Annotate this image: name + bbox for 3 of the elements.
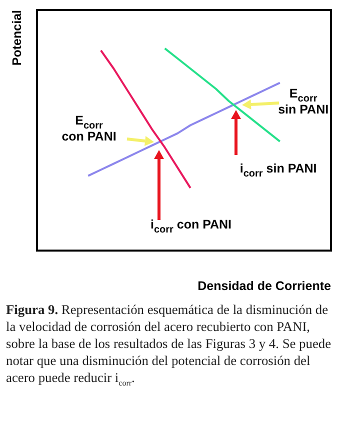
x-axis-title: Densidad de Corriente xyxy=(198,278,332,293)
y-axis-title: Potencial xyxy=(10,10,24,66)
text: Figura 9. Representación esquemática de la disminución de la velocidad de corrosión del acero recubierto con PANI, sobre la base de los resultados de las Figuras 3 y 4. Se puede notar que una disminución del potencial de corrosión del acero puede reducir i$_{corr}$. xyxy=(6,302,332,388)
